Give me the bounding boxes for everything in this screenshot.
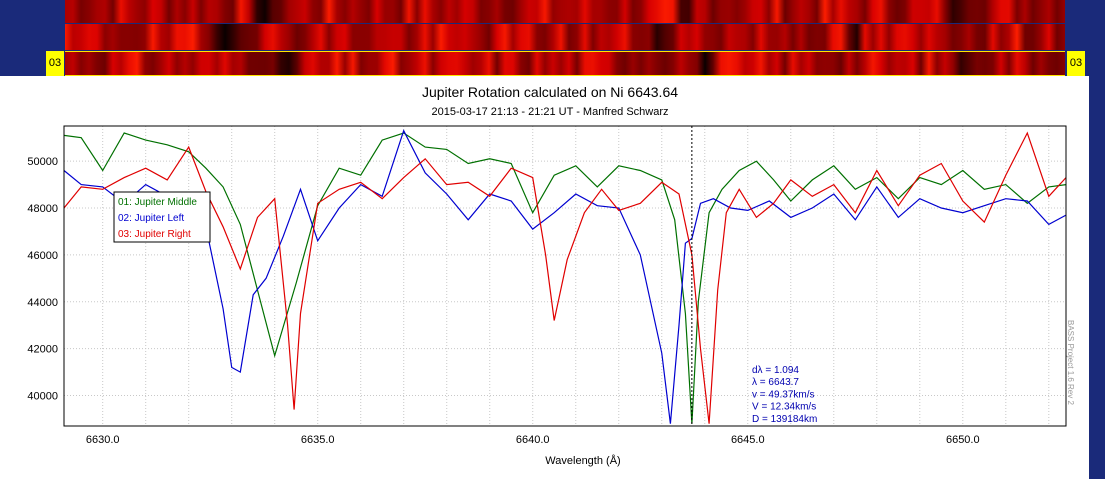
legend-box [113,191,211,243]
spectrum-strip-middle [65,0,1065,23]
y-tick-label: 48000 [27,203,58,215]
chart-subtitle: 2015-03-17 21:13 - 21:21 UT - Manfred Sc… [431,106,669,118]
series-lines [63,129,1067,424]
legend: 01: Jupiter Middle 02: Jupiter Left 03: Ju… [113,191,211,243]
legend-entry: 03: Jupiter Right [118,229,191,240]
series-line [63,129,1067,424]
window-edge [1089,76,1105,479]
y-tick-label: 44000 [27,297,58,309]
x-tick-label: 6650.0 [946,434,980,446]
y-tick-label: 50000 [27,156,58,168]
annotation-line: V = 12.34km/s [752,402,816,413]
spectrum-strip-left [65,24,1065,50]
x-axis-label: Wavelength (Å) [545,454,620,467]
plot-panel [0,76,1089,479]
series-line [63,132,1067,424]
axes: 40000 42000 44000 46000 48000 50000 6630.0 6635… [27,156,979,446]
strip-tag-right: 03 [1067,51,1085,76]
legend-entry: 01: Jupiter Middle [118,197,197,208]
series-line [63,131,1067,424]
y-tick-label: 40000 [27,391,58,403]
annotation-line: λ = 6643.7 [752,377,799,388]
x-tick-label: 6640.0 [516,434,550,446]
legend-entry: 02: Jupiter Left [118,213,184,224]
spectrum-strip-right [65,51,1065,76]
grid [64,126,1066,426]
watermark-text: BASS Project 1.6 Rev 2 [1066,320,1075,405]
y-tick-label: 46000 [27,250,58,262]
x-tick-label: 6635.0 [301,434,335,446]
plot-frame [63,125,1067,427]
x-tick-label: 6645.0 [731,434,765,446]
spectra-strips: 03 03 [0,0,1105,76]
x-tick-label: 6630.0 [86,434,120,446]
annotation-line: dλ = 1.094 [752,365,799,376]
annotation-line: D = 139184km [752,414,817,425]
y-tick-label: 42000 [27,344,58,356]
strip-tag-left: 03 [46,51,64,76]
annotation-line: v = 49.37km/s [752,389,815,400]
chart-title: Jupiter Rotation calculated on Ni 6643.6… [421,84,679,100]
